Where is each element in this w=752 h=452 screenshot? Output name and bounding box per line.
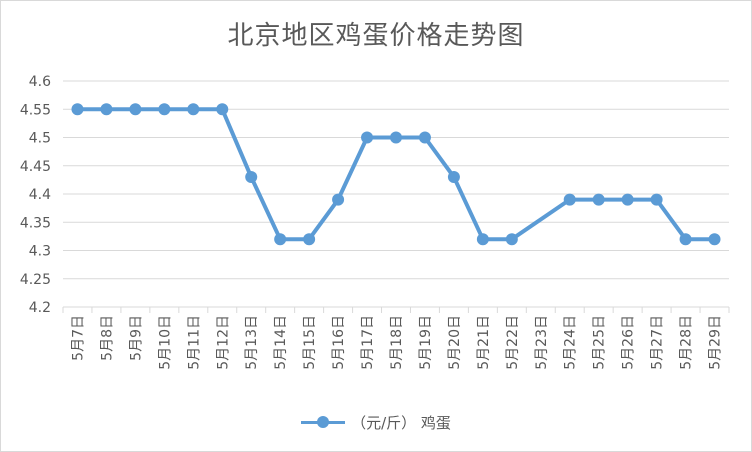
data-point <box>418 131 431 144</box>
data-point <box>332 193 345 206</box>
data-point <box>158 103 171 116</box>
y-tick-label: 4.25 <box>20 272 51 288</box>
legend-series-label: （元/斤） 鸡蛋 <box>351 413 451 432</box>
y-tick-label: 4.2 <box>29 300 51 316</box>
x-tick-label: 5月26日 <box>621 315 637 370</box>
chart-title: 北京地区鸡蛋价格走势图 <box>227 21 525 51</box>
y-tick-label: 4.45 <box>20 159 51 175</box>
y-tick-label: 4.3 <box>29 244 51 260</box>
data-point <box>187 103 200 116</box>
x-tick-label: 5月9日 <box>128 315 144 361</box>
data-point <box>274 233 287 246</box>
data-point <box>650 193 663 206</box>
data-point <box>621 193 634 206</box>
y-tick-label: 4.55 <box>20 102 51 118</box>
legend-series-marker <box>301 415 346 429</box>
x-tick-label: 5月21日 <box>476 315 492 370</box>
x-tick-label: 5月11日 <box>186 315 202 370</box>
x-tick-label: 5月22日 <box>505 315 521 370</box>
x-tick-label: 5月29日 <box>708 315 724 370</box>
series-line <box>77 107 715 242</box>
data-point <box>592 193 605 206</box>
x-tick-label: 5月28日 <box>679 315 695 370</box>
x-tick-label: 5月10日 <box>157 315 173 370</box>
data-point <box>245 171 258 184</box>
data-point <box>71 103 84 116</box>
x-tick-label: 5月12日 <box>215 315 231 370</box>
x-tick-label: 5月25日 <box>592 315 608 370</box>
x-tick-label: 5月7日 <box>70 315 86 361</box>
x-tick-label: 5月13日 <box>244 315 260 370</box>
x-tick-label: 5月8日 <box>99 315 115 361</box>
data-point <box>129 103 142 116</box>
data-point <box>100 103 113 116</box>
y-tick-label: 4.4 <box>29 187 51 203</box>
x-tick-label: 5月14日 <box>273 315 289 370</box>
data-point <box>361 131 374 144</box>
data-point <box>216 103 229 116</box>
data-point <box>563 193 576 206</box>
y-tick-label: 4.35 <box>20 215 51 231</box>
data-point <box>476 233 489 246</box>
x-tick-label: 5月23日 <box>534 315 550 370</box>
x-tick-label: 5月19日 <box>418 315 434 370</box>
data-point <box>505 233 518 246</box>
x-tick-label: 5月17日 <box>360 315 376 370</box>
x-tick-label: 5月18日 <box>389 315 405 370</box>
legend: （元/斤） 鸡蛋 <box>1 409 751 435</box>
data-point <box>679 233 692 246</box>
data-point <box>390 131 402 144</box>
x-tick-label: 5月24日 <box>563 315 579 370</box>
data-point <box>708 233 721 246</box>
data-point <box>303 233 316 246</box>
data-point <box>447 171 460 184</box>
y-tick-label: 4.6 <box>29 74 51 90</box>
x-tick-label: 5月20日 <box>447 315 463 370</box>
x-tick-label: 5月15日 <box>302 315 318 370</box>
x-tick-label: 5月16日 <box>331 315 347 370</box>
y-tick-label: 4.5 <box>29 131 51 147</box>
x-tick-label: 5月27日 <box>650 315 666 370</box>
